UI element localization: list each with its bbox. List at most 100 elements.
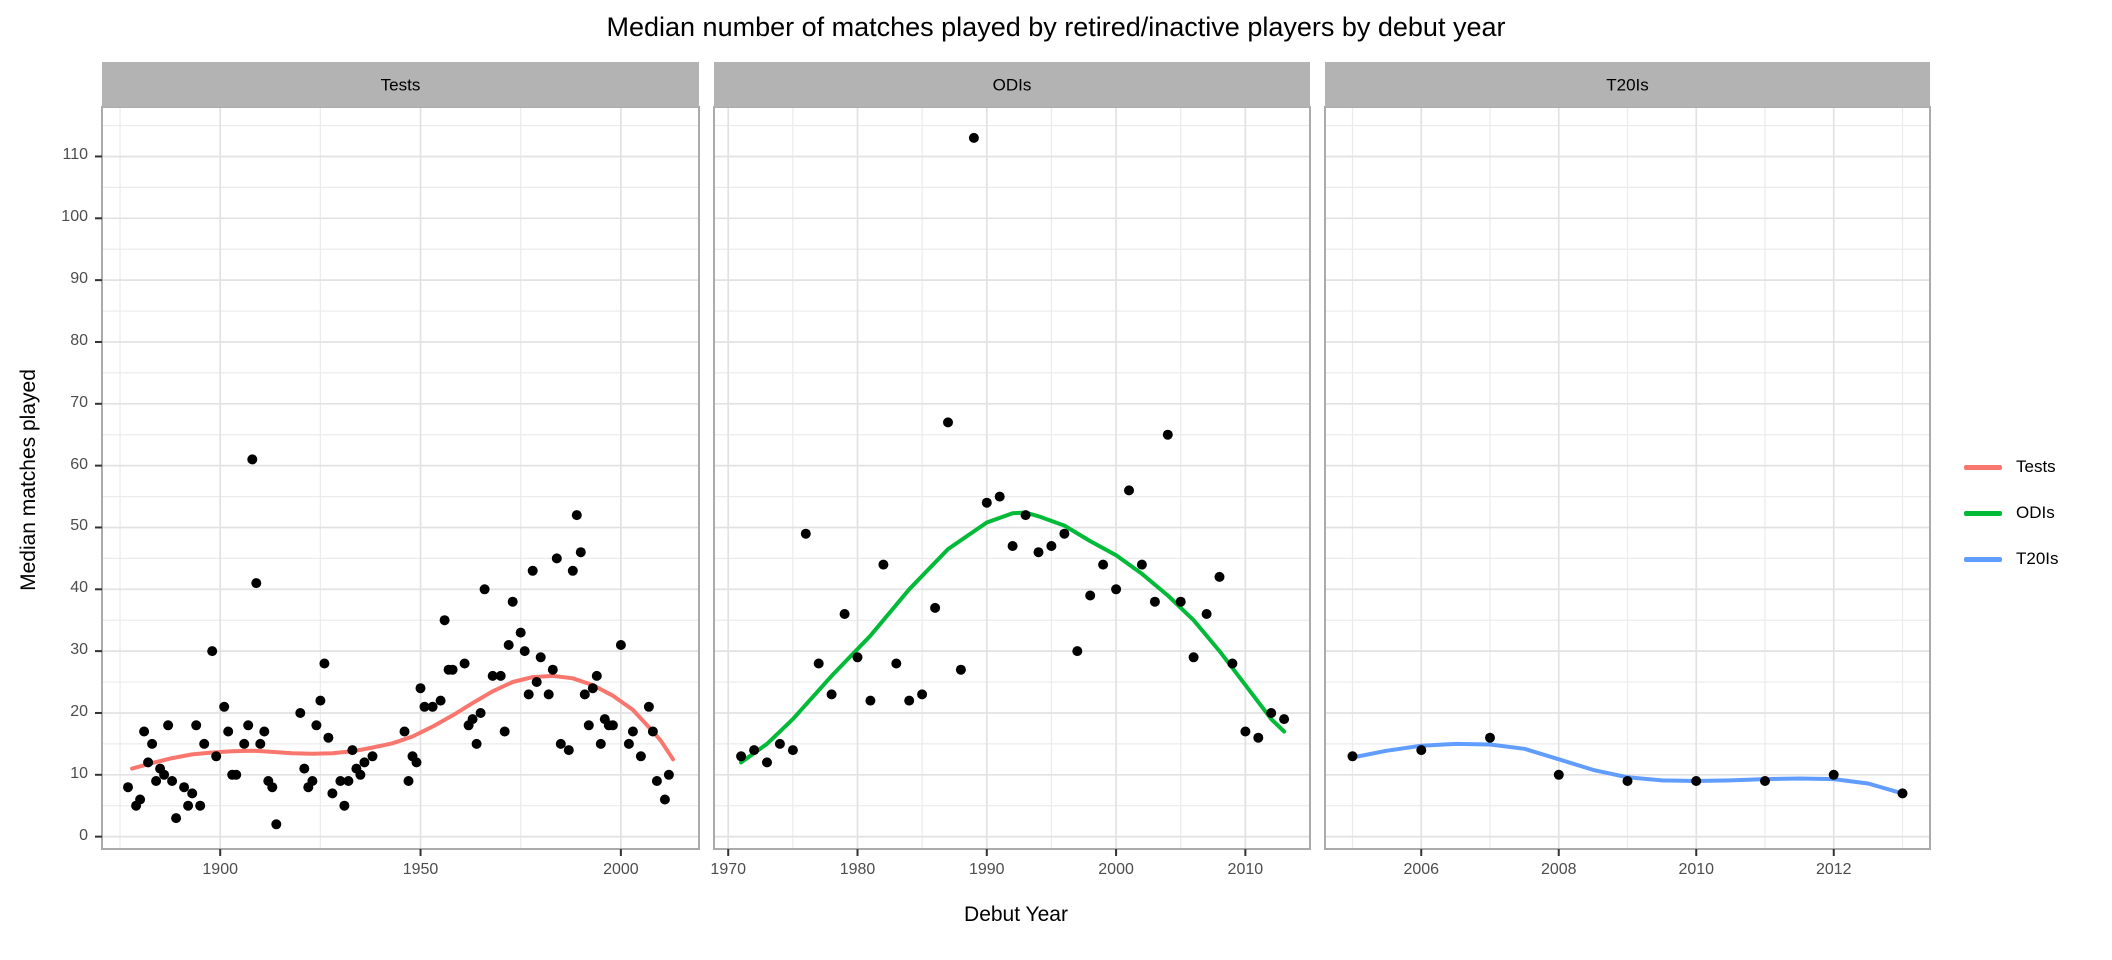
data-point [315,695,326,706]
data-point [427,701,438,712]
data-point [1072,646,1083,657]
data-point [439,615,450,626]
data-point [1828,769,1839,780]
data-point [968,132,979,143]
data-point [930,602,941,613]
data-point [865,695,876,706]
x-tick-label: 1980 [839,861,876,878]
data-point [615,640,626,650]
data-point [607,720,618,731]
legend-line-swatch [1964,464,2002,470]
legend-item-odis: ODIs [1964,490,2059,536]
data-point [543,689,554,700]
data-point [595,738,606,749]
data-point [367,751,378,762]
data-point [519,646,530,657]
data-point [647,726,658,737]
data-point [247,454,258,465]
data-point [623,738,634,749]
data-point [787,745,798,756]
data-point [587,683,598,694]
x-tick-label: 2008 [1540,861,1577,878]
data-point [813,658,824,669]
chart-title: Median number of matches played by retir… [606,12,1506,42]
y-tick-label: 20 [70,702,88,720]
data-point [183,800,194,811]
data-point [1760,776,1770,786]
data-point [135,794,146,805]
data-point [1007,541,1018,551]
legend-line-swatch [1964,556,2002,562]
x-tick-label: 1990 [968,861,1005,878]
data-point [547,664,558,675]
data-point [123,782,133,793]
data-point [891,658,902,669]
data-point [487,670,498,681]
data-point [994,491,1005,502]
y-tick-label: 0 [79,826,88,844]
data-point [267,782,278,793]
data-point [663,769,674,780]
data-point [531,677,542,687]
facet-strip [1325,62,1930,107]
data-point [271,819,282,830]
data-point [1188,652,1199,663]
smooth-line-tests [130,673,675,771]
data-point [359,757,370,768]
data-point [1897,788,1908,799]
data-point [319,658,330,669]
data-point [1111,584,1122,595]
x-tick-label: 2000 [1098,861,1134,878]
data-point [255,738,266,749]
data-point [762,757,772,768]
y-tick-label: 10 [70,764,88,782]
data-point [211,751,222,762]
data-point [347,745,358,756]
data-point [563,745,574,756]
data-point [1085,590,1096,601]
x-tick-label: 2006 [1403,861,1440,878]
data-point [207,646,218,657]
data-point [343,776,354,786]
data-point [231,769,242,780]
data-point [471,738,482,749]
facet-strip-label: Tests [381,76,421,95]
data-point [1485,732,1495,743]
data-point [981,497,992,508]
data-point [191,720,202,731]
data-point [143,757,154,768]
data-point [195,800,206,811]
x-tick-label: 2010 [1678,861,1715,878]
data-point [659,794,670,805]
data-point [435,695,446,706]
data-point [904,695,915,706]
data-point [1124,485,1134,496]
data-point [1416,745,1427,756]
data-point [1098,559,1109,570]
legend-item-t20is: T20Is [1964,536,2059,582]
data-point [535,652,546,663]
y-tick-label: 90 [70,270,88,288]
data-point [307,776,318,786]
y-tick-label: 40 [70,579,88,597]
x-axis-title: Debut Year [964,903,1068,926]
x-tick-label: 1950 [402,861,439,878]
data-point [1020,510,1031,521]
data-point [259,726,270,737]
data-point [1240,726,1251,737]
data-point [251,578,262,589]
legend-label: T20Is [2016,549,2059,568]
data-point [199,738,210,749]
data-point [499,726,510,737]
data-point [171,813,182,824]
data-point [1227,658,1238,669]
data-point [749,745,760,756]
data-point [643,701,654,712]
data-point [403,776,414,786]
legend-label: Tests [2016,457,2056,476]
data-point [447,664,458,675]
data-point [943,417,953,428]
legend-line-swatch [1964,510,2002,516]
data-point [1266,708,1277,718]
